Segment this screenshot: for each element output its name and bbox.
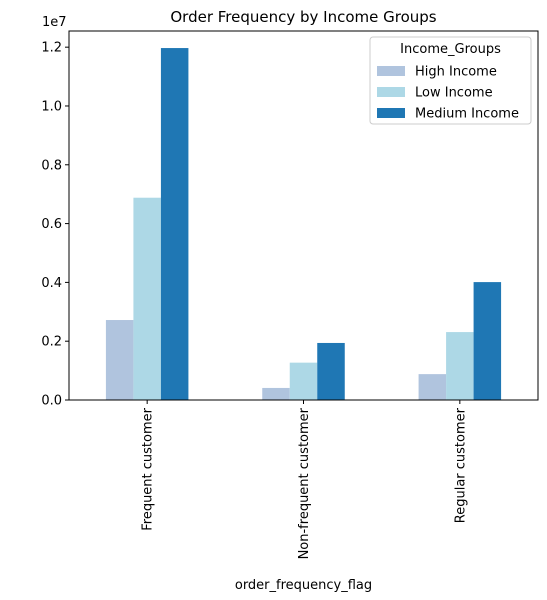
bar-high-income: [105, 320, 134, 400]
legend: Income_Groups High Income Low Income Mediu…: [369, 36, 532, 125]
plot-frame: [68, 30, 539, 401]
y-tick-label: 0.4: [41, 276, 62, 291]
y-tick-label: 1.2: [41, 41, 62, 56]
x-tick-label: Non-frequent customer: [297, 407, 312, 559]
y-tick-label: 1.0: [41, 99, 62, 114]
legend-label: Medium Income: [415, 107, 519, 122]
legend-box: [369, 36, 532, 125]
bar-low-income: [133, 197, 161, 400]
legend-label: Low Income: [415, 86, 493, 101]
y-tick-label: 0.2: [41, 335, 62, 350]
y-axis-offset-label: 1e7: [42, 15, 67, 30]
y-tick-label: 0.6: [41, 217, 62, 232]
legend-label: High Income: [415, 65, 497, 80]
x-axis: Frequent customer Non-frequent customer Re…: [141, 400, 468, 559]
legend-swatch: [377, 66, 405, 76]
bar-medium-income: [317, 342, 345, 400]
x-axis-label: order_frequency_flag: [235, 578, 372, 593]
legend-swatch: [377, 108, 405, 118]
y-tick-label: 0.8: [41, 158, 62, 173]
legend-items: High Income Low Income Medium Income: [377, 65, 519, 122]
bar-high-income: [262, 387, 290, 400]
chart-title: Order Frequency by Income Groups: [170, 8, 436, 26]
y-tick-label: 0.0: [41, 394, 62, 409]
bar-medium-income: [473, 282, 502, 400]
bar-low-income: [446, 332, 474, 400]
x-tick-label: Regular customer: [453, 407, 468, 523]
y-axis: 0.0 0.2 0.4 0.6 0.8 1.0 1.2: [41, 41, 69, 409]
legend-swatch: [377, 87, 405, 97]
bar-medium-income: [160, 48, 189, 401]
x-tick-label: Frequent customer: [141, 407, 156, 530]
legend-title: Income_Groups: [400, 42, 501, 57]
bar-low-income: [289, 362, 318, 400]
bars-layer: [105, 48, 502, 401]
bar-high-income: [418, 374, 447, 400]
